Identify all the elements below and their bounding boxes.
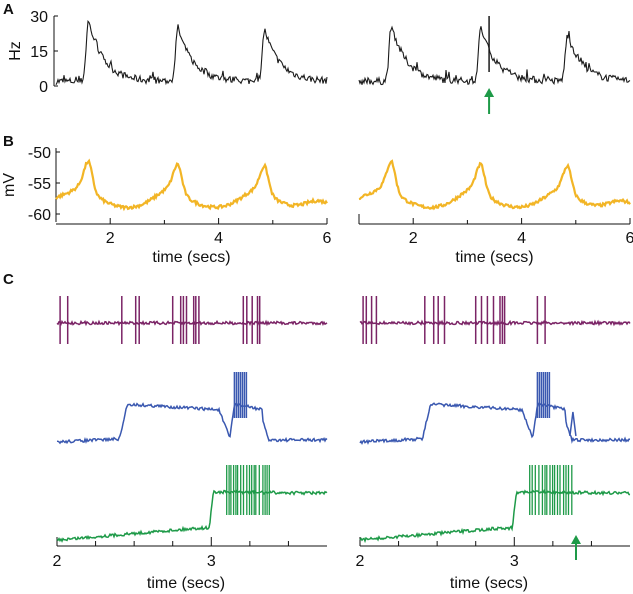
x-tick-label-b: 2 <box>409 230 418 247</box>
y-tick-label-b: -55 <box>28 176 51 193</box>
y-tick-label-a: 15 <box>30 44 48 61</box>
trace-top <box>359 319 631 327</box>
x-tick-label-c: 3 <box>207 553 216 570</box>
panel-b: B -60 -55 -50 mV 2 4 6 time (secs) 2 4 6 time (secs) <box>1 133 633 266</box>
x-tick-label-b: 4 <box>214 230 223 247</box>
panel-label-b: B <box>3 133 14 150</box>
spikes-top <box>362 296 546 344</box>
panel-c: C 2 3 time (secs) 2 3 time (secs) <box>3 271 631 592</box>
x-tick-label-c: 2 <box>356 553 365 570</box>
trace-bottom <box>359 489 631 544</box>
x-axis-label-b: time (secs) <box>455 249 533 266</box>
trace-middle <box>56 402 328 445</box>
x-axis-label-c: time (secs) <box>450 575 528 592</box>
x-tick-label-b: 6 <box>626 230 633 247</box>
membrane-trace-left <box>55 158 328 212</box>
spikes-bottom <box>529 465 573 515</box>
rate-trace-right <box>358 25 631 86</box>
x-tick-label-c: 2 <box>53 553 62 570</box>
membrane-trace-right <box>358 159 631 211</box>
trace-bottom <box>56 489 328 543</box>
x-tick-label-c: 3 <box>510 553 519 570</box>
spikes-middle <box>536 372 551 418</box>
trace-top <box>56 319 328 327</box>
y-tick-label-a: 0 <box>39 79 48 96</box>
y-tick-label-b: -60 <box>28 207 51 224</box>
x-axis-label-c: time (secs) <box>147 575 225 592</box>
panel-label-a: A <box>3 1 14 18</box>
panel-label-c: C <box>3 271 14 288</box>
y-tick-label-b: -50 <box>28 145 51 162</box>
x-tick-label-b: 2 <box>106 230 115 247</box>
arrow-c-head <box>571 535 581 544</box>
y-axis-label-a: Hz <box>7 41 24 61</box>
spikes-bottom <box>226 465 270 515</box>
x-axis-label-b: time (secs) <box>152 249 230 266</box>
y-tick-label-a: 30 <box>30 9 48 26</box>
x-tick-label-b: 6 <box>323 230 332 247</box>
panel-a: A 0 15 30 Hz <box>3 1 631 114</box>
x-tick-label-b: 4 <box>517 230 526 247</box>
rate-trace-left <box>55 19 328 86</box>
spikes-middle <box>233 372 248 418</box>
spike-extra-middle <box>569 411 577 437</box>
trace-middle <box>359 401 631 445</box>
y-axis-label-b: mV <box>1 173 18 197</box>
arrow-a-head <box>484 88 495 97</box>
spikes-top <box>59 296 261 344</box>
